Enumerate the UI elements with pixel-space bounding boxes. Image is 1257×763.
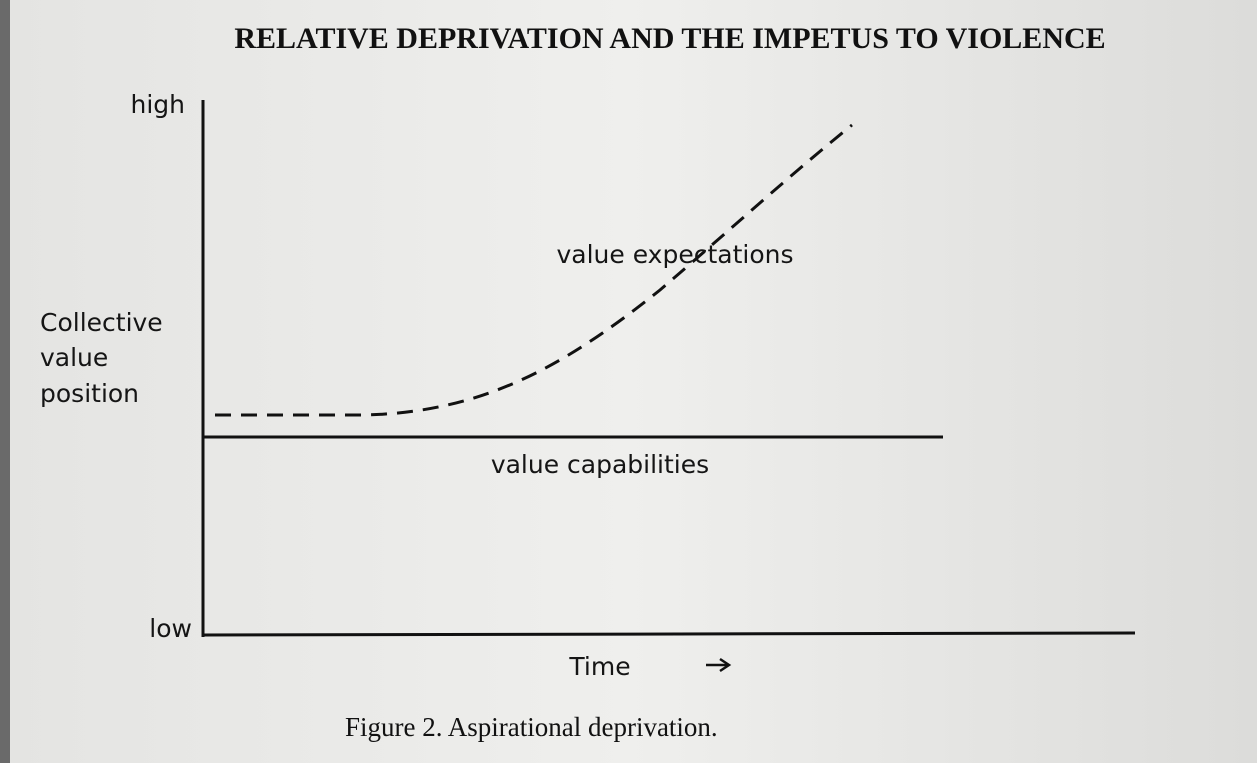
y-axis-label: Collective bbox=[40, 308, 163, 337]
curve-label: value capabilities bbox=[491, 450, 709, 479]
time-arrow bbox=[706, 657, 732, 673]
y-high-label: high bbox=[130, 90, 185, 119]
x-axis-label: Time bbox=[568, 652, 630, 681]
expectations-curve bbox=[215, 123, 853, 417]
running-title: RELATIVE DEPRIVATION AND THE IMPETUS TO … bbox=[234, 22, 1105, 55]
figure-caption: Figure 2. Aspirational deprivation. bbox=[345, 712, 718, 742]
y-low-label: low bbox=[149, 614, 192, 643]
y-axis-label: position bbox=[40, 379, 139, 408]
curve-label: value expectations bbox=[557, 240, 794, 269]
x-axis bbox=[201, 631, 1136, 637]
scan-edge bbox=[0, 0, 10, 763]
y-axis-label: value bbox=[40, 343, 108, 372]
